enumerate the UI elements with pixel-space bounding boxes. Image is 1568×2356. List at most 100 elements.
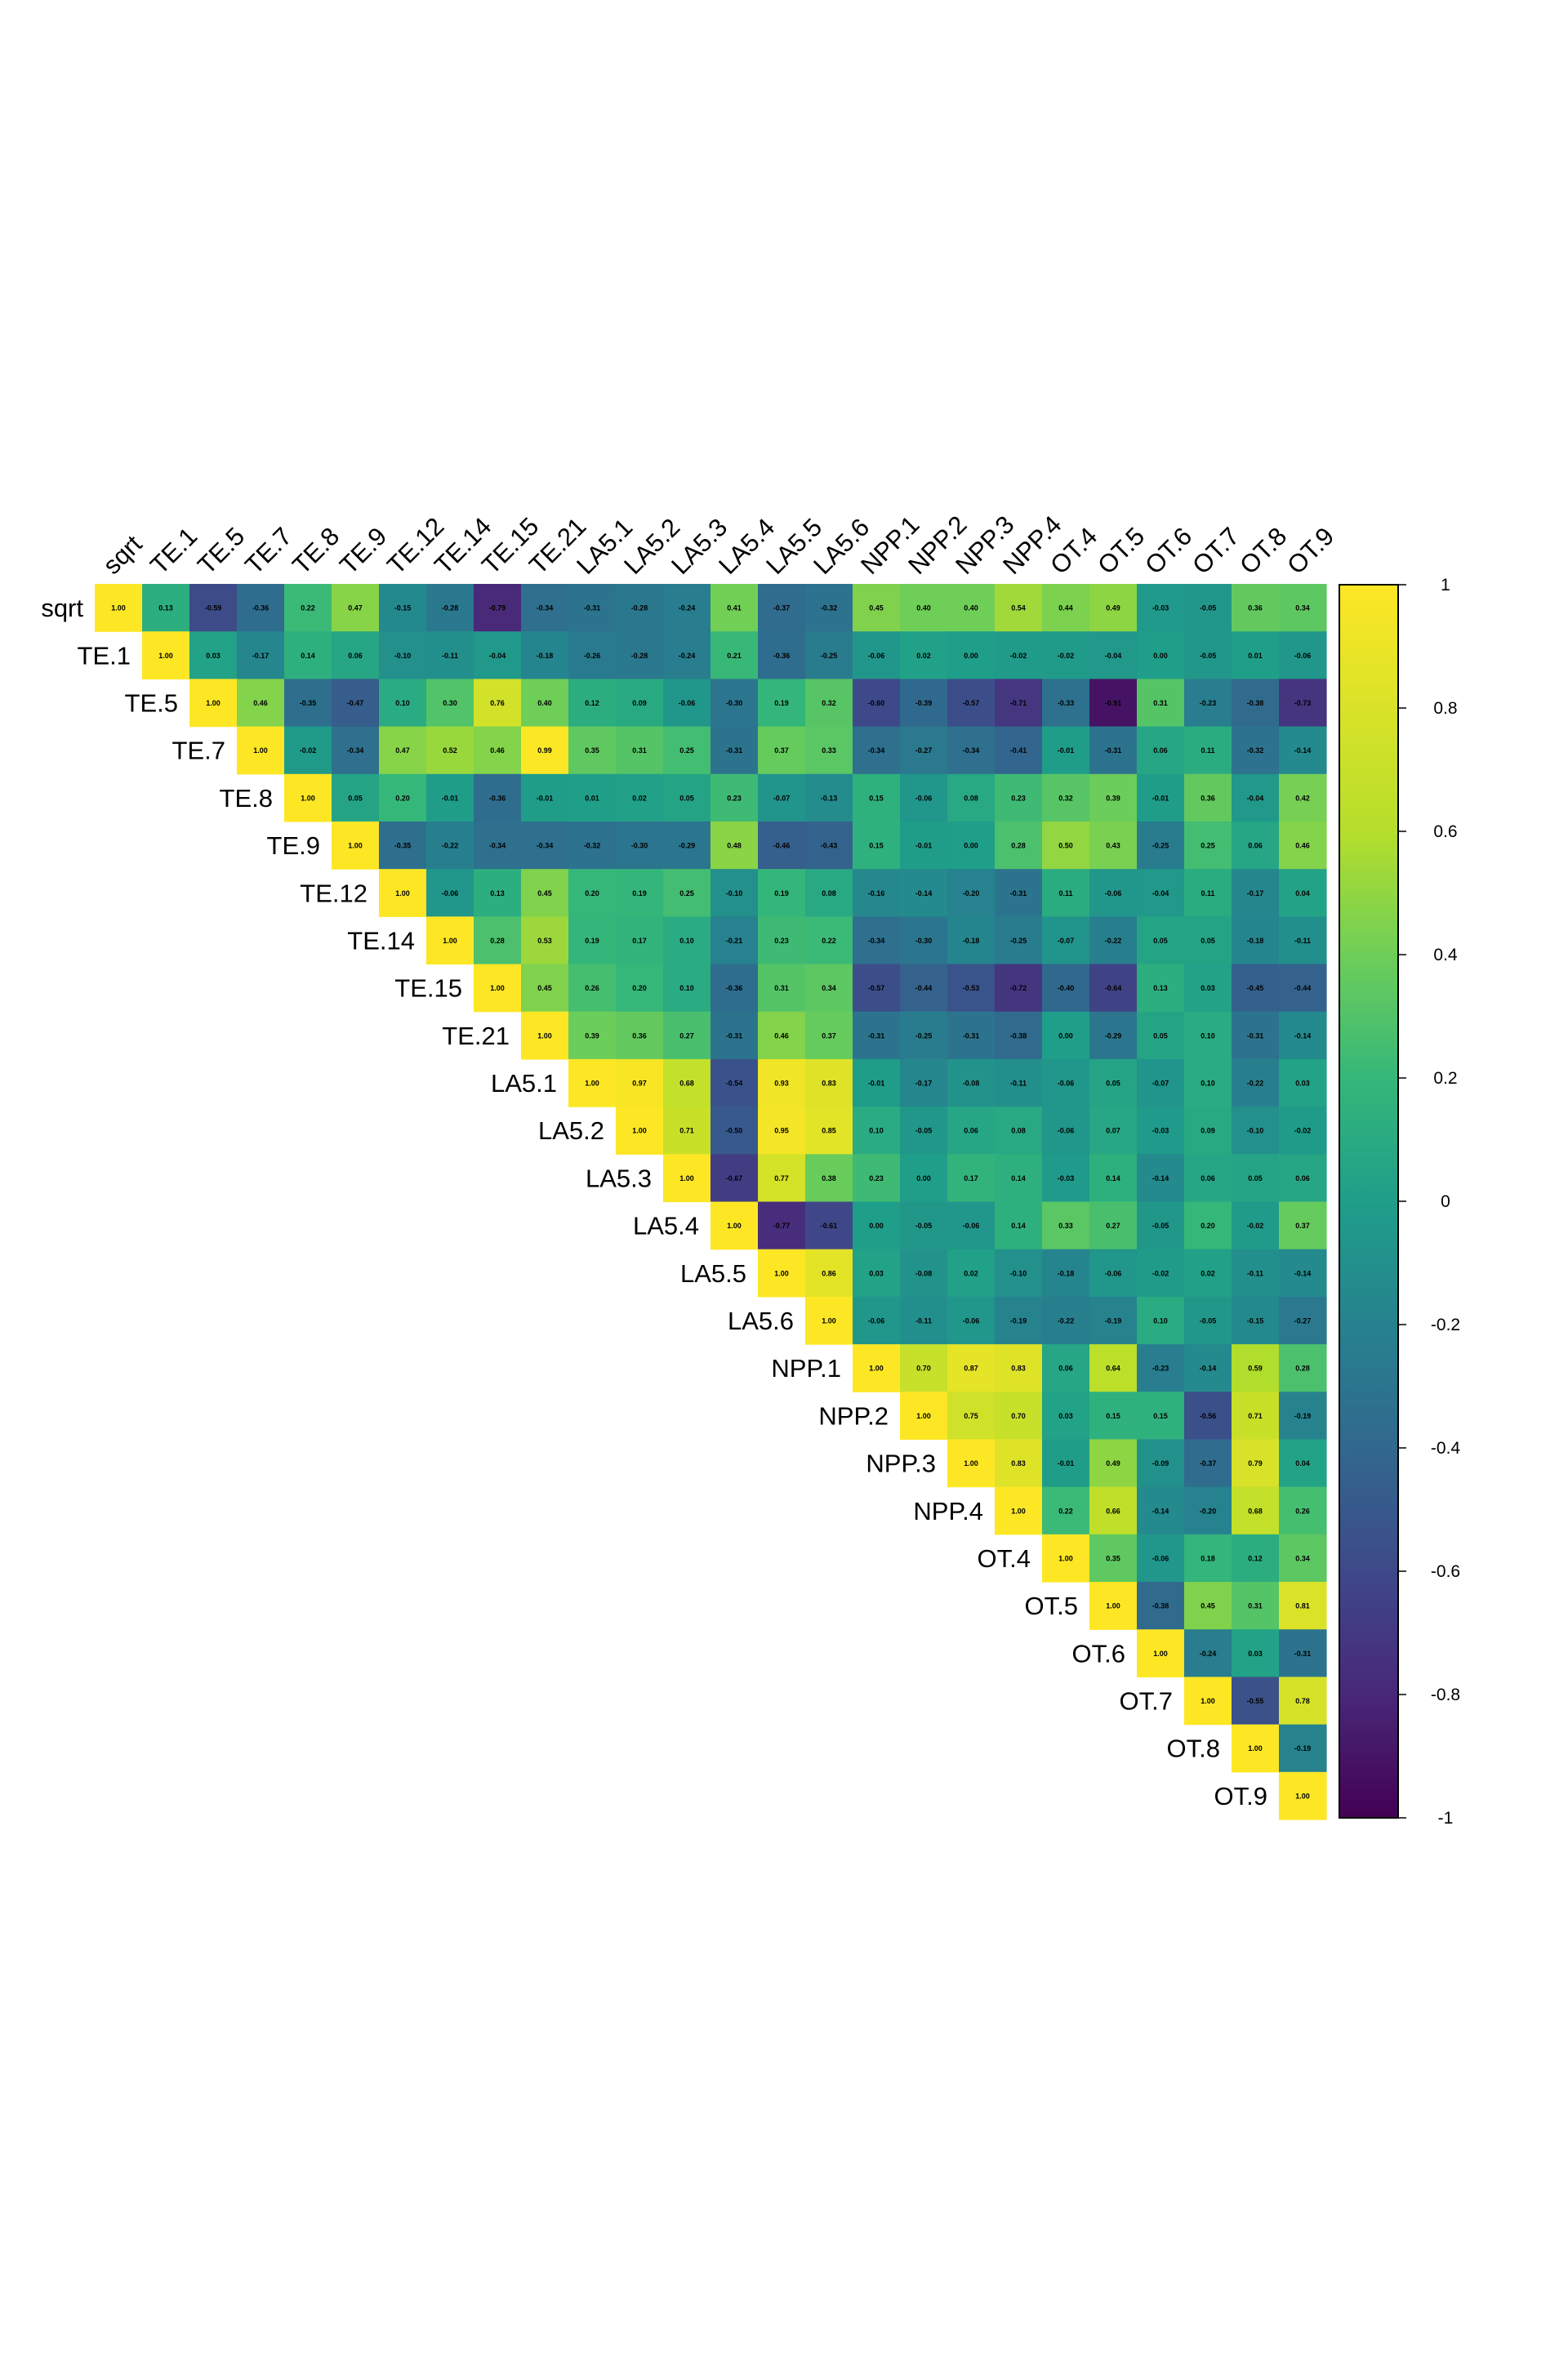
- cell-value-NPP.3-OT.7: -0.37: [1200, 1459, 1217, 1467]
- row-label-NPP.3: NPP.3: [866, 1450, 936, 1478]
- heatmap-cell-TE.5-TE.14: [426, 679, 474, 728]
- cell-value-TE.14-NPP.1: -0.34: [868, 937, 885, 945]
- heatmap-cell-OT.5-OT.8: [1232, 1582, 1280, 1630]
- cell-value-TE.12-OT.8: -0.17: [1247, 889, 1264, 897]
- heatmap-cell-TE.12-LA5.1: [568, 869, 617, 917]
- heatmap-cell-TE.9-LA5.5: [758, 821, 806, 870]
- cell-value-sqrt-LA5.4: 0.41: [727, 604, 742, 612]
- heatmap-cell-TE.8-LA5.1: [568, 773, 617, 822]
- cell-value-NPP.1-OT.7: -0.14: [1200, 1365, 1217, 1373]
- heatmap-cell-TE.9-TE.21: [521, 821, 569, 870]
- cell-value-TE.9-TE.21: -0.34: [537, 842, 554, 850]
- cell-value-NPP.2-NPP.2: 1.00: [916, 1412, 931, 1420]
- heatmap-cell-TE.5-OT.6: [1137, 679, 1185, 728]
- heatmap-cell-TE.9-LA5.4: [710, 821, 759, 870]
- heatmap-cell-TE.5-TE.7: [237, 679, 285, 728]
- cell-value-TE.7-TE.12: 0.47: [395, 746, 410, 755]
- heatmap-cell-TE.12-NPP.4: [995, 869, 1043, 917]
- heatmap-cell-TE.1-NPP.1: [853, 631, 901, 679]
- cell-value-TE.14-LA5.3: 0.10: [679, 937, 694, 945]
- cell-value-NPP.1-OT.6: -0.23: [1152, 1365, 1169, 1373]
- cell-value-LA5.2-LA5.2: 1.00: [632, 1127, 647, 1135]
- cell-value-TE.8-LA5.5: -0.07: [773, 794, 791, 802]
- heatmap-cell-TE.14-LA5.2: [616, 916, 664, 965]
- heatmap-cell-TE.15-OT.7: [1184, 964, 1232, 1013]
- heatmap-cell-TE.9-OT.5: [1089, 821, 1138, 870]
- cell-value-LA5.6-OT.5: -0.19: [1105, 1316, 1122, 1325]
- cell-value-OT.6-OT.7: -0.24: [1200, 1650, 1217, 1658]
- heatmap-cell-sqrt-OT.9: [1279, 584, 1327, 632]
- cell-value-TE.15-TE.21: 0.45: [537, 984, 552, 992]
- colorbar-tick-label: -0.2: [1431, 1316, 1460, 1334]
- cell-value-LA5.4-NPP.2: -0.05: [915, 1222, 933, 1230]
- heatmap-cell-TE.5-NPP.3: [947, 679, 996, 728]
- colorbar-ticks: 1 0.8 0.6 0.4 0.2 0 -0.2 -0.4 -0.6 -0.8 -1: [1398, 576, 1460, 1828]
- heatmap-cell-TE.14-OT.7: [1184, 916, 1232, 965]
- heatmap-cells: [95, 584, 1327, 1820]
- cell-value-NPP.2-NPP.3: 0.75: [964, 1412, 978, 1420]
- cell-value-OT.4-OT.6: -0.06: [1152, 1554, 1169, 1562]
- cell-value-TE.21-NPP.3: -0.31: [963, 1031, 980, 1040]
- heatmap-cell-LA5.5-OT.6: [1137, 1249, 1185, 1298]
- cell-value-NPP.4-OT.5: 0.66: [1106, 1507, 1120, 1515]
- column-label-TE.9: TE.9: [334, 522, 392, 580]
- cell-value-TE.21-LA5.4: -0.31: [726, 1031, 743, 1040]
- heatmap-cell-TE.9-LA5.3: [663, 821, 711, 870]
- heatmap-cell-NPP.4-OT.4: [1042, 1486, 1090, 1535]
- cell-value-sqrt-TE.8: 0.22: [301, 604, 315, 612]
- cell-value-TE.15-NPP.2: -0.44: [915, 984, 933, 992]
- heatmap-cell-TE.21-TE.21: [521, 1011, 569, 1060]
- heatmap-cell-LA5.6-NPP.4: [995, 1296, 1043, 1345]
- cell-value-TE.12-OT.9: 0.04: [1295, 889, 1310, 897]
- cell-value-TE.9-NPP.1: 0.15: [869, 842, 884, 850]
- heatmap-cell-LA5.6-OT.6: [1137, 1296, 1185, 1345]
- cell-value-TE.9-OT.4: 0.50: [1058, 842, 1073, 850]
- cell-value-LA5.5-OT.8: -0.11: [1247, 1269, 1263, 1277]
- cell-value-NPP.2-OT.9: -0.19: [1294, 1412, 1312, 1420]
- column-labels: sqrtTE.1TE.5TE.7TE.8TE.9TE.12TE.14TE.15T…: [97, 510, 1339, 580]
- heatmap-cell-TE.5-LA5.3: [663, 679, 711, 728]
- heatmap-cell-sqrt-TE.9: [332, 584, 380, 632]
- cell-value-LA5.4-OT.9: 0.37: [1295, 1222, 1310, 1230]
- cell-value-TE.5-TE.12: 0.10: [395, 699, 410, 707]
- row-label-NPP.4: NPP.4: [913, 1497, 983, 1525]
- heatmap-cell-LA5.1-OT.5: [1089, 1058, 1138, 1107]
- heatmap-cell-TE.7-TE.8: [284, 726, 332, 775]
- cell-value-TE.7-TE.21: 0.99: [537, 746, 552, 755]
- cell-value-NPP.4-OT.4: 0.22: [1058, 1507, 1073, 1515]
- cell-value-TE.5-LA5.1: 0.12: [585, 699, 599, 707]
- cell-value-TE.5-TE.8: -0.35: [300, 699, 317, 707]
- heatmap-cell-TE.14-LA5.1: [568, 916, 617, 965]
- heatmap-cell-TE.9-OT.6: [1137, 821, 1185, 870]
- heatmap-cell-TE.1-LA5.2: [616, 631, 664, 679]
- heatmap-cell-TE.1-TE.12: [379, 631, 427, 679]
- heatmap-cell-TE.12-LA5.5: [758, 869, 806, 917]
- heatmap-cell-LA5.6-OT.7: [1184, 1296, 1232, 1345]
- heatmap-cell-TE.8-TE.14: [426, 773, 474, 822]
- cell-value-TE.1-LA5.3: -0.24: [679, 652, 696, 660]
- cell-value-LA5.4-NPP.3: -0.06: [963, 1222, 980, 1230]
- heatmap-cell-NPP.2-OT.4: [1042, 1392, 1090, 1441]
- cell-value-TE.5-NPP.4: -0.71: [1010, 699, 1027, 707]
- heatmap-cell-TE.14-NPP.2: [900, 916, 948, 965]
- heatmap-cell-LA5.4-OT.7: [1184, 1201, 1232, 1250]
- cell-value-TE.1-TE.12: -0.10: [394, 652, 412, 660]
- heatmap-cell-TE.1-NPP.3: [947, 631, 996, 679]
- heatmap-cell-NPP.3-OT.5: [1089, 1439, 1138, 1488]
- cell-value-NPP.2-OT.6: 0.15: [1153, 1412, 1168, 1420]
- heatmap-cell-OT.6-OT.7: [1184, 1629, 1232, 1678]
- cell-value-TE.12-LA5.2: 0.19: [632, 889, 647, 897]
- cell-value-LA5.6-OT.4: -0.22: [1058, 1316, 1075, 1325]
- cell-value-LA5.1-LA5.5: 0.93: [774, 1080, 789, 1088]
- heatmap-cell-LA5.1-OT.8: [1232, 1058, 1280, 1107]
- cell-value-OT.4-OT.4: 1.00: [1058, 1554, 1073, 1562]
- cell-value-TE.7-OT.9: -0.14: [1294, 746, 1312, 755]
- cell-value-LA5.2-LA5.3: 0.71: [679, 1127, 694, 1135]
- cell-value-TE.21-NPP.4: -0.38: [1010, 1031, 1027, 1040]
- heatmap-cell-TE.1-NPP.2: [900, 631, 948, 679]
- cell-value-TE.7-OT.5: -0.31: [1105, 746, 1122, 755]
- row-label-LA5.1: LA5.1: [491, 1069, 557, 1098]
- cell-value-LA5.5-OT.7: 0.02: [1200, 1269, 1215, 1277]
- cell-value-OT.5-OT.8: 0.31: [1248, 1602, 1263, 1610]
- heatmap-cell-LA5.3-NPP.1: [853, 1154, 901, 1203]
